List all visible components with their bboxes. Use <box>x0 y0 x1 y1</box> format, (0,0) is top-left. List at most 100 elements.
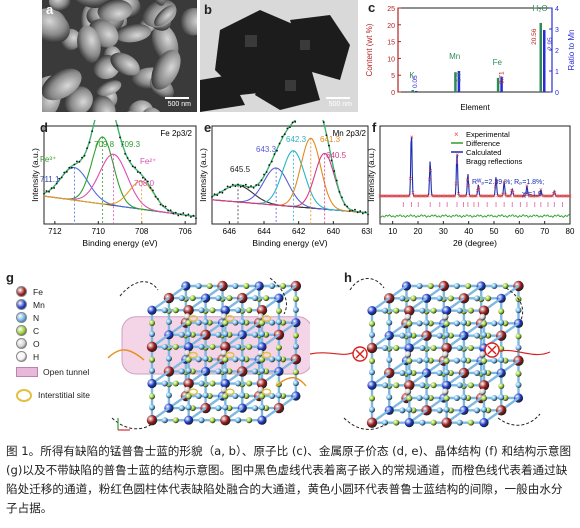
annotation: 642.3 <box>286 135 307 144</box>
atom-fe <box>220 415 231 426</box>
atom-n <box>436 407 443 414</box>
xtick-label: 706 <box>178 227 192 236</box>
atom-n <box>423 394 430 401</box>
data-point <box>330 159 333 162</box>
experimental-point <box>521 194 525 198</box>
experimental-point <box>457 192 461 196</box>
atom-c <box>515 333 522 340</box>
sem-particle <box>48 0 71 12</box>
data-point <box>91 130 94 133</box>
scale-line-a <box>165 97 189 99</box>
atom-n <box>443 331 450 338</box>
data-point <box>55 182 58 185</box>
atom-mn <box>367 380 377 390</box>
prussian-blue-structure-defective <box>107 277 310 431</box>
experimental-point <box>512 194 516 198</box>
x-axis-label: Binding energy (eV) <box>252 238 327 248</box>
data-point <box>124 152 126 155</box>
panel-label-g: g <box>6 270 14 285</box>
ytick-right-label: 1 <box>555 69 559 76</box>
atom-o <box>404 388 412 395</box>
y-axis-right-label: Ratio to Mn <box>567 30 576 71</box>
data-point <box>286 127 289 130</box>
atom-c <box>259 356 265 363</box>
legend-item-o: O <box>16 337 126 350</box>
experimental-point <box>386 194 390 198</box>
experimental-point <box>472 194 476 198</box>
atom-n <box>460 356 467 363</box>
atom-mn <box>479 418 489 428</box>
experimental-point <box>508 194 512 198</box>
data-point <box>354 208 356 211</box>
atom-n <box>239 318 246 325</box>
data-point <box>338 191 341 193</box>
xtick-label: 50 <box>490 227 499 236</box>
atom-c <box>246 307 253 314</box>
experimental-point <box>488 194 492 198</box>
atom-c <box>259 320 265 327</box>
data-point <box>190 216 192 218</box>
data-point <box>343 203 346 206</box>
experimental-point <box>506 194 510 198</box>
atom-c <box>443 395 450 402</box>
atom-n <box>202 392 209 399</box>
experimental-point <box>436 194 440 198</box>
data-point <box>70 166 73 169</box>
experimental-point <box>565 194 569 198</box>
atom-n <box>235 417 242 424</box>
atom-n <box>202 318 209 325</box>
experimental-point <box>562 194 566 198</box>
data-point <box>116 124 119 127</box>
atom-c <box>222 320 229 327</box>
experimental-point <box>444 194 448 198</box>
data-point <box>162 204 164 207</box>
atom-swatch <box>16 286 27 297</box>
experimental-point <box>393 194 397 198</box>
atom-c <box>515 370 522 377</box>
atom-n <box>235 307 242 314</box>
experimental-point <box>529 194 533 198</box>
experimental-point <box>407 194 411 198</box>
y-axis-label: Intensity (a.u.) <box>198 148 208 202</box>
data-point <box>367 213 369 216</box>
atom-c <box>149 393 155 400</box>
experimental-point <box>441 194 445 198</box>
experimental-point <box>483 194 487 198</box>
data-point <box>361 212 364 215</box>
atom-fe <box>441 342 452 354</box>
data-point <box>83 154 86 157</box>
data-point <box>270 160 273 163</box>
atom-n <box>399 407 406 414</box>
atom-n <box>275 392 282 399</box>
legend-item-c: C <box>16 324 126 337</box>
data-point <box>149 186 152 189</box>
atom-c <box>246 380 253 387</box>
annotation: 641.3 <box>320 135 341 144</box>
data-point <box>356 211 359 214</box>
atom-n <box>456 307 463 314</box>
data-point <box>237 183 239 186</box>
chart-title: Mn 2p3/2 <box>333 129 367 138</box>
interstitial-swatch <box>16 388 32 402</box>
atom-c <box>172 380 179 387</box>
interstitial-site <box>188 388 198 396</box>
atom-n <box>165 392 172 399</box>
atom-c <box>485 295 492 302</box>
experimental-point <box>553 190 557 194</box>
data-point <box>45 190 48 192</box>
atom-n <box>481 406 487 413</box>
bar-ratio-Mn <box>457 71 461 92</box>
atom-n <box>515 307 522 314</box>
atom-c <box>481 395 487 402</box>
atom-n <box>161 343 168 350</box>
atom-n <box>382 419 389 426</box>
experimental-point <box>563 194 567 198</box>
experimental-point <box>379 194 383 198</box>
atom-c <box>498 308 505 315</box>
atom-c <box>246 417 253 424</box>
interstitial-site <box>261 315 272 322</box>
tunnel-swatch <box>16 367 38 377</box>
atom-n <box>419 307 426 314</box>
atom-c <box>209 380 216 387</box>
experimental-point <box>502 180 506 184</box>
